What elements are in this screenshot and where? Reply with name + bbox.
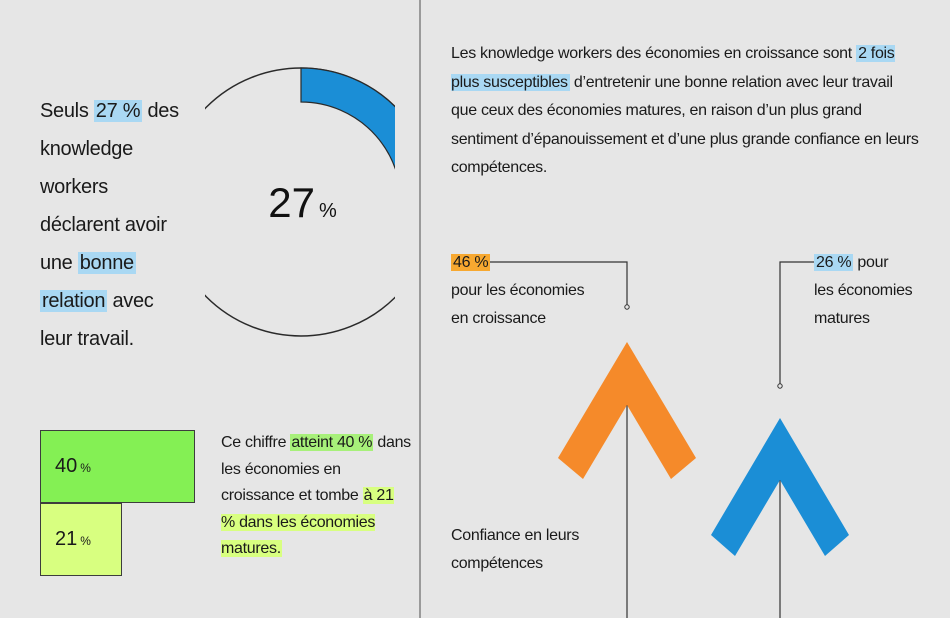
mature-label-line2: matures bbox=[814, 310, 870, 327]
bar-mature-unit: % bbox=[80, 534, 91, 548]
leader-dot-mature bbox=[777, 383, 783, 389]
growth-highlight-40: atteint 40 % bbox=[290, 434, 374, 451]
mature-label-line1: les économies bbox=[814, 282, 913, 299]
mature-pct-tail: pour bbox=[853, 254, 889, 271]
mature-label: 26 % pour les économies matures bbox=[814, 249, 913, 333]
chevron-growth bbox=[558, 342, 696, 479]
donut-slice-27 bbox=[300, 67, 395, 170]
leader-line-mature bbox=[779, 261, 815, 384]
leader-dot-growth bbox=[624, 304, 630, 310]
confidence-line1: Confiance en leurs bbox=[451, 527, 580, 544]
intro-pct-highlight: 27 % bbox=[93, 100, 143, 122]
bar-mature-21: 21% bbox=[40, 503, 122, 576]
growth-label-line2: en croissance bbox=[451, 310, 546, 327]
right-text-2: d’entretenir une bonne relation avec leu… bbox=[451, 73, 919, 177]
right-text-1: Les knowledge workers des économies en c… bbox=[451, 45, 857, 62]
growth-label: 46 % pour les économies en croissance bbox=[451, 249, 585, 333]
chevron-mature bbox=[711, 418, 849, 556]
bar-growth-label: 40% bbox=[55, 455, 91, 478]
intro-text-2: des knowledge workers déclarent avoir un… bbox=[40, 100, 179, 274]
bar-growth-40: 40% bbox=[40, 430, 195, 503]
growth-comparison-text: Ce chiffre atteint 40 % dans les économi… bbox=[221, 430, 411, 563]
donut-center-value: 27 bbox=[268, 179, 315, 226]
donut-chart: 27 % bbox=[205, 67, 395, 337]
right-paragraph: Les knowledge workers des économies en c… bbox=[451, 40, 921, 183]
intro-text-1: Seuls bbox=[40, 100, 94, 122]
intro-statement: Seuls 27 % des knowledge workers déclare… bbox=[40, 92, 190, 358]
growth-pct-highlight: 46 % bbox=[451, 254, 491, 271]
intro-highlight-bonne: bonne bbox=[77, 252, 136, 274]
leader-line-growth bbox=[486, 261, 628, 305]
growth-text-1: Ce chiffre bbox=[221, 434, 291, 451]
bar-growth-unit: % bbox=[80, 461, 91, 475]
mature-pct-highlight: 26 % bbox=[814, 254, 854, 271]
intro-highlight-relation: relation bbox=[40, 290, 108, 312]
growth-label-line1: pour les économies bbox=[451, 282, 585, 299]
bar-growth-value: 40 bbox=[55, 455, 78, 477]
donut-center-unit: % bbox=[319, 200, 337, 222]
confidence-line2: compétences bbox=[451, 555, 543, 572]
confidence-label: Confiance en leurs compétences bbox=[451, 522, 579, 578]
bar-mature-value: 21 bbox=[55, 528, 78, 550]
bar-mature-label: 21% bbox=[55, 528, 91, 551]
intro-text-4: avec leur travail. bbox=[40, 290, 154, 350]
growth-text-2: dans les économies en croissance et tomb… bbox=[221, 434, 411, 504]
column-divider bbox=[419, 0, 421, 618]
